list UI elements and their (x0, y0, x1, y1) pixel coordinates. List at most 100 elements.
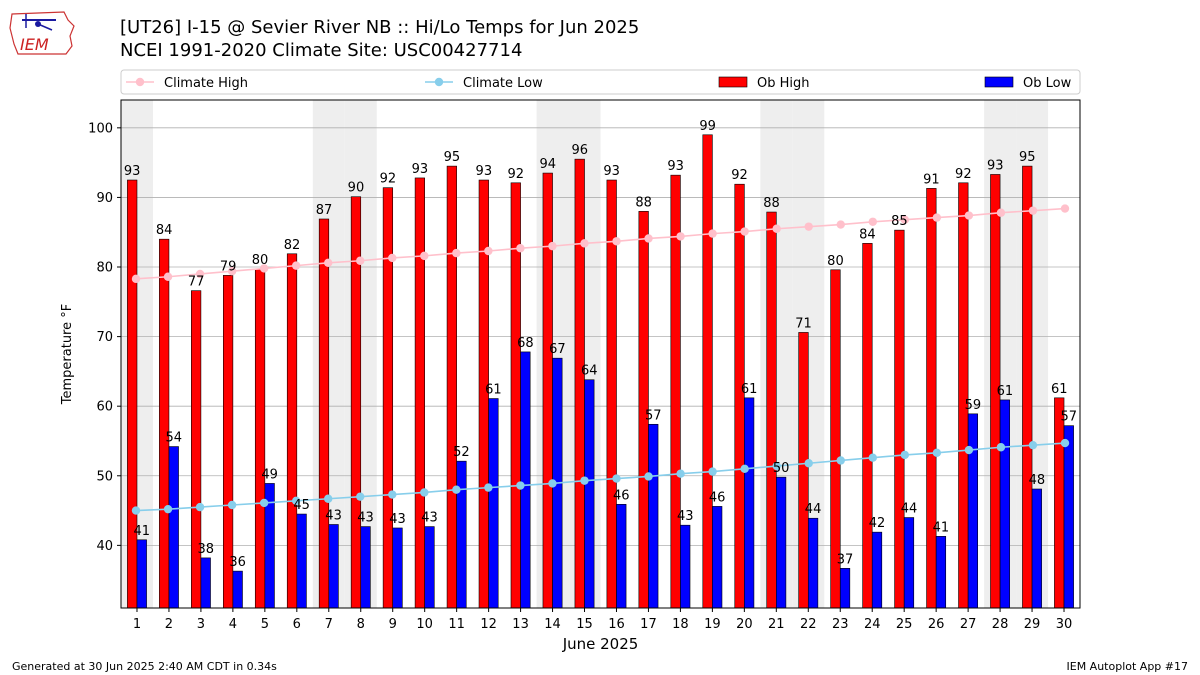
ob-low-bar (967, 413, 979, 609)
climate-high-point (356, 256, 365, 265)
ob-low-data-label: 61 (997, 384, 1014, 399)
climate-high-point (868, 217, 877, 226)
ob-low-bar (200, 557, 211, 609)
ob-high-data-label: 80 (827, 254, 844, 269)
x-tick-label: 7 (325, 617, 333, 632)
ob-low-data-label: 44 (805, 502, 822, 517)
ob-low-bar (712, 506, 723, 609)
ob-low-data-label: 43 (677, 509, 694, 524)
ob-low-bar (648, 423, 659, 609)
ob-high-bar (542, 172, 553, 609)
climate-high-point (964, 211, 974, 220)
ob-high-data-label: 99 (699, 119, 716, 134)
climate-high-point (163, 272, 173, 281)
ob-high-data-label: 88 (763, 196, 780, 211)
ob-high-bar (798, 332, 809, 609)
ob-low-data-label: 64 (581, 364, 598, 379)
ob-high-bar (382, 187, 394, 609)
y-tick-label: 80 (96, 261, 113, 276)
x-tick-label: 21 (768, 617, 785, 632)
x-axis-label: June 2025 (562, 635, 639, 653)
ob-high-bar (702, 134, 713, 609)
ob-low-bar (488, 398, 499, 609)
climate-high-point (324, 258, 333, 268)
ob-low-data-label: 36 (229, 555, 246, 570)
climate-high-point (900, 215, 910, 224)
ob-low-data-label: 37 (837, 552, 854, 567)
ob-low-bar (839, 568, 851, 609)
x-tick-label: 26 (928, 617, 945, 632)
climate-low-point (964, 445, 974, 455)
ob-high-bar (1022, 165, 1033, 609)
y-tick-label: 40 (96, 539, 113, 554)
legend-climate-high-marker (135, 77, 145, 87)
climate-low-point (804, 459, 813, 468)
ob-high-data-label: 85 (891, 214, 908, 229)
ob-low-data-label: 38 (197, 542, 214, 557)
ob-high-data-label: 92 (380, 172, 397, 187)
x-tick-label: 13 (512, 617, 529, 632)
ob-low-data-label: 54 (165, 431, 182, 446)
ob-high-bar (766, 211, 777, 609)
climate-low-point (420, 488, 429, 497)
x-tick-label: 25 (896, 617, 913, 632)
ob-high-bar (862, 243, 873, 609)
ob-low-bar (392, 527, 403, 609)
ob-low-bar (424, 526, 435, 609)
ob-high-bar (127, 179, 138, 609)
ob-high-data-label: 82 (284, 238, 301, 253)
ob-high-data-label: 93 (603, 164, 620, 179)
climate-high-point (996, 208, 1006, 217)
ob-low-data-label: 48 (1029, 473, 1046, 488)
ob-high-data-label: 88 (635, 195, 652, 210)
climate-low-point (740, 464, 749, 474)
ob-low-data-label: 41 (933, 520, 950, 535)
x-tick-label: 28 (992, 617, 1009, 632)
ob-low-bar (456, 460, 467, 609)
climate-high-point (227, 266, 237, 276)
plot-frame (120, 99, 1081, 609)
climate-high-point (612, 237, 621, 246)
climate-high-point (740, 227, 749, 236)
ob-low-bar (360, 526, 371, 609)
y-tick-label: 100 (88, 121, 113, 136)
ob-high-data-label: 84 (156, 223, 173, 238)
ob-low-data-label: 52 (453, 445, 470, 460)
climate-high-point (291, 261, 301, 270)
ob-low-data-label: 43 (389, 512, 406, 527)
ob-high-data-label: 92 (955, 167, 972, 182)
x-tick-label: 12 (480, 617, 497, 632)
ob-low-data-label: 61 (485, 383, 502, 398)
x-tick-label: 29 (1024, 617, 1041, 632)
chart-subtitle: NCEI 1991-2020 Climate Site: USC00427714 (120, 40, 523, 61)
climate-high-point (644, 234, 653, 243)
y-tick-label: 70 (96, 330, 113, 345)
ob-low-bar (232, 570, 243, 609)
y-axis-label: Temperature °F (60, 304, 75, 405)
data-labels: 93 84 77 79 80 82 87 90 92 93 95 93 92 94 96 93 88 93 99 92… (124, 119, 1077, 570)
climate-high-point (836, 220, 845, 229)
climate-low-point (452, 485, 461, 494)
x-tick-label: 27 (960, 617, 977, 632)
legend-ob-high-swatch (718, 76, 748, 88)
x-tick-label: 8 (357, 617, 365, 632)
ob-low-bar (935, 536, 947, 609)
climate-high-point (259, 264, 269, 273)
y-tick-label: 60 (96, 400, 113, 415)
ob-high-data-label: 61 (1051, 382, 1068, 397)
ob-low-bar (903, 517, 915, 609)
ob-high-bar (1054, 397, 1065, 609)
iem-logo: IEM (9, 11, 75, 55)
ob-high-data-label: 94 (539, 157, 556, 172)
x-tick-label: 19 (704, 617, 721, 632)
ob-high-bar (191, 290, 202, 609)
climate-low-point (996, 443, 1006, 452)
climate-high-point (452, 248, 461, 258)
legend-ob-low-swatch (984, 76, 1014, 88)
climate-low-point (548, 479, 557, 488)
ob-low-bar (520, 351, 531, 609)
climate-low-point (163, 504, 173, 514)
legend: Climate High Climate Low Ob High Ob Low (120, 69, 1081, 95)
ob-low-bar (1063, 425, 1074, 609)
